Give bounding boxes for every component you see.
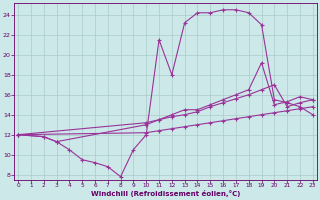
X-axis label: Windchill (Refroidissement éolien,°C): Windchill (Refroidissement éolien,°C) — [91, 190, 240, 197]
